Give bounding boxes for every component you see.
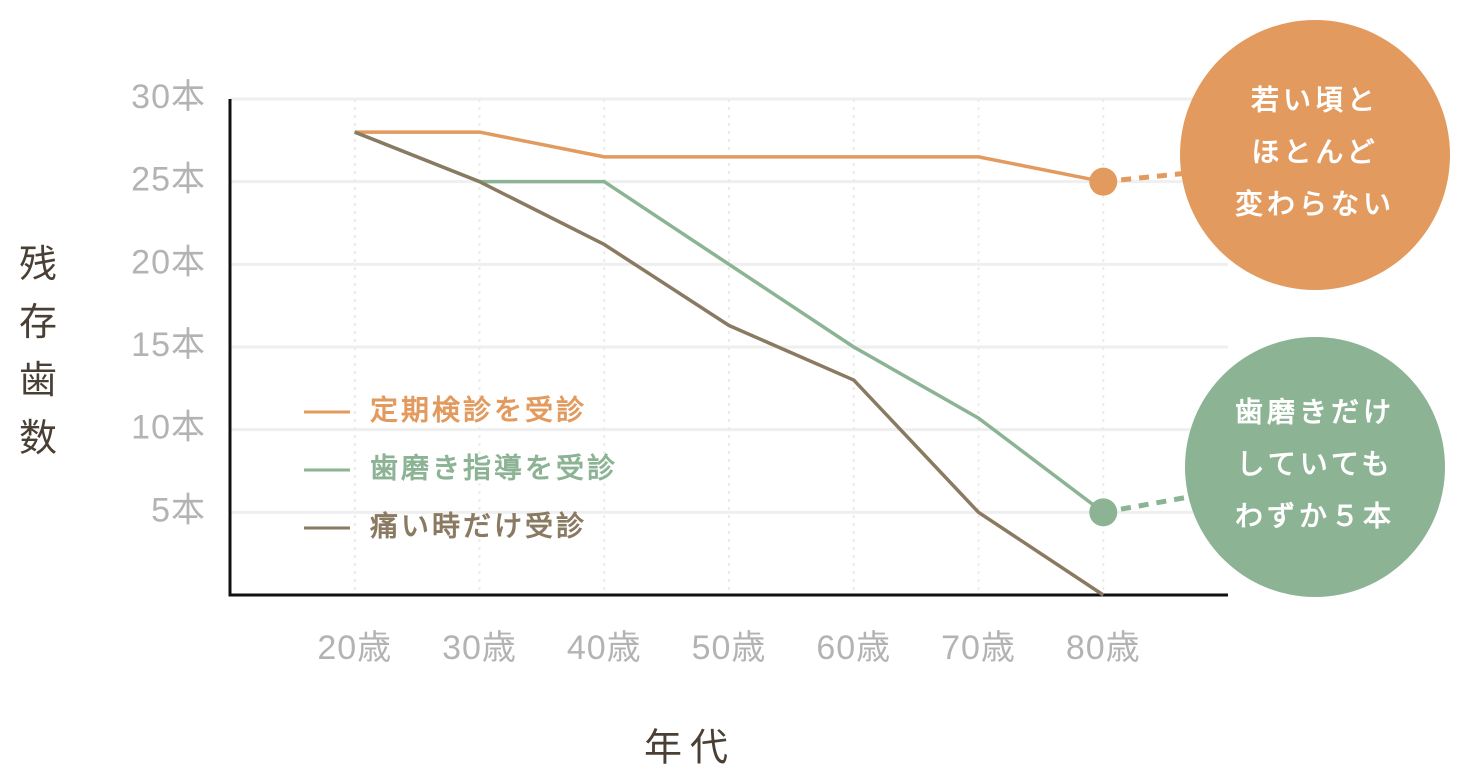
callout-text: ほとんど [1251, 136, 1378, 167]
y-tick-label: 20本 [131, 243, 206, 281]
series-line [354, 130, 1104, 184]
y-tick-label: 5本 [151, 491, 206, 529]
y-tick-label: 25本 [131, 161, 206, 199]
legend-label: 痛い時だけ受診 [370, 509, 587, 541]
callout-bubble [1180, 20, 1450, 290]
callout-bubble [1185, 337, 1445, 597]
callout-connector [1102, 494, 1188, 515]
callout-text: 若い頃と [1251, 84, 1379, 115]
callout-text: 歯磨きだけ [1235, 396, 1395, 427]
x-axis-title: 年代 [644, 728, 736, 770]
x-tick-label: 80歳 [1066, 629, 1141, 667]
callout-text: していても [1237, 448, 1394, 479]
series-line [354, 130, 1105, 597]
endpoint-dot [1089, 498, 1118, 527]
y-tick-label: 30本 [131, 78, 206, 116]
endpoint-dot [1089, 167, 1118, 196]
callout-text: 変わらない [1235, 187, 1395, 219]
y-tick-label: 15本 [131, 326, 206, 364]
x-tick-label: 20歳 [317, 629, 392, 667]
legend-label: 歯磨き指導を受診 [370, 451, 618, 483]
legend-label: 定期検診を受診 [370, 393, 587, 425]
callout-connector [1102, 171, 1183, 185]
x-tick-label: 50歳 [692, 629, 767, 667]
y-tick-label: 10本 [131, 409, 206, 447]
x-tick-label: 70歳 [941, 629, 1016, 667]
y-axis-title: 残存歯数 [19, 244, 57, 460]
x-tick-label: 40歳 [567, 629, 642, 667]
x-tick-label: 30歳 [442, 629, 517, 667]
x-tick-label: 60歳 [816, 629, 891, 667]
callout-text: わずか５本 [1235, 500, 1395, 531]
